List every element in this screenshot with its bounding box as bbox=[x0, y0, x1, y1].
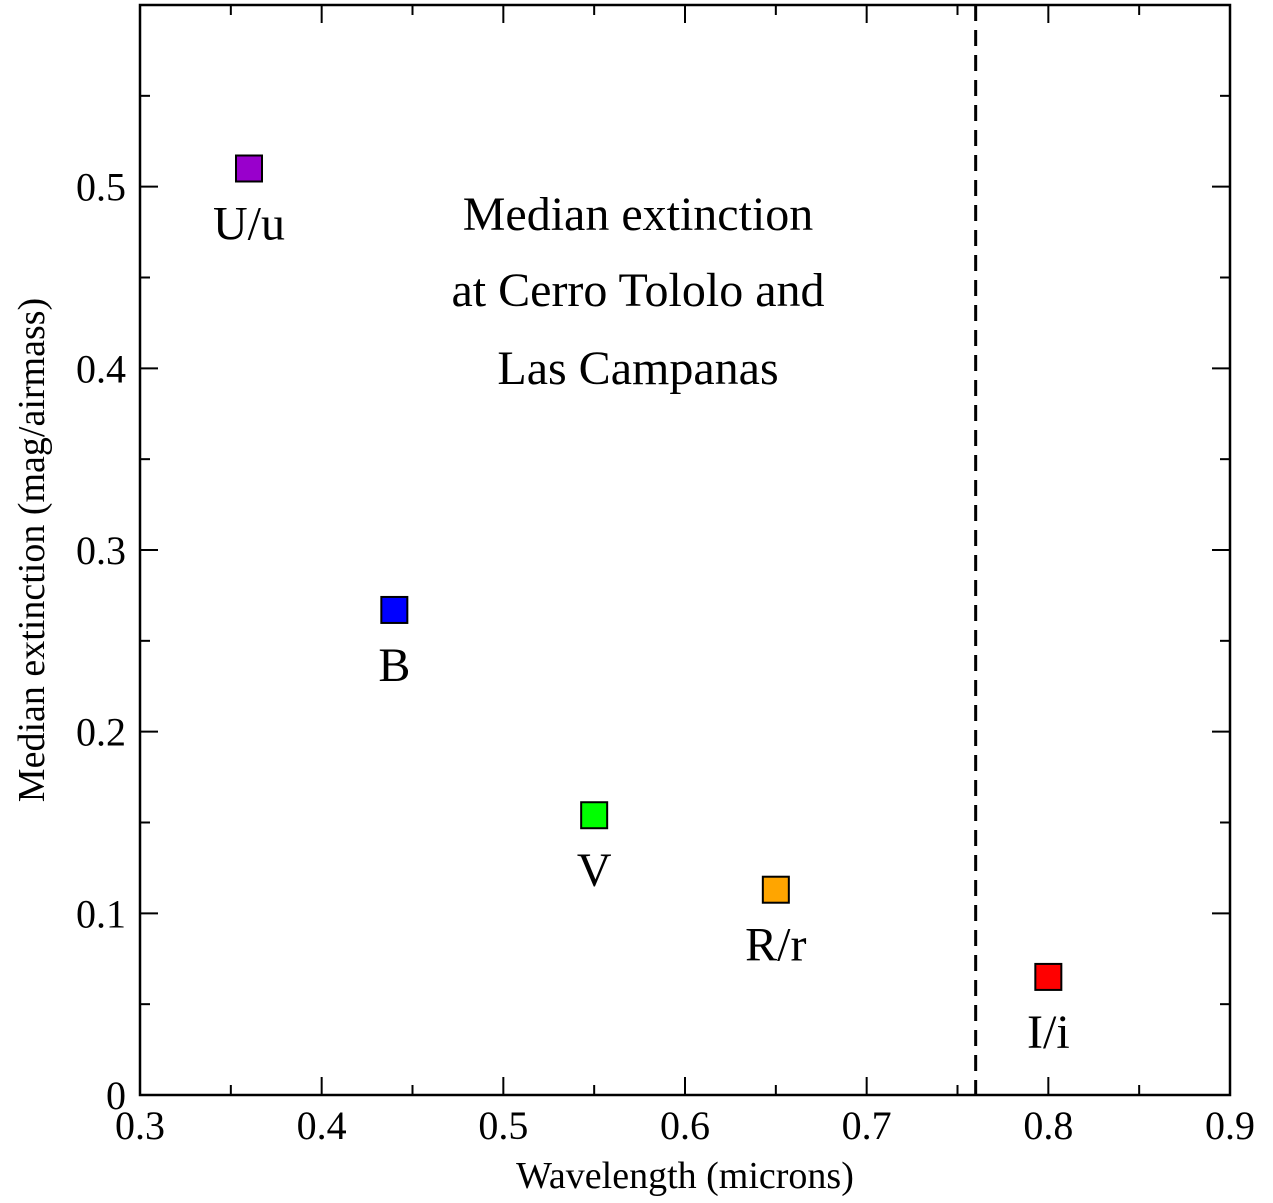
y-tick-label: 0 bbox=[106, 1073, 126, 1118]
tick-labels: 0.3 0.4 0.5 0.6 0.7 0.8 0.9 0 0.1 0.2 0.3 0.4 0.5 bbox=[76, 165, 1255, 1148]
x-tick-label: 0.4 bbox=[297, 1103, 347, 1148]
data-point-label: B bbox=[378, 639, 410, 692]
data-point-marker bbox=[380, 595, 409, 624]
y-tick-label: 0.5 bbox=[76, 165, 126, 210]
data-point-label: R/r bbox=[745, 919, 806, 972]
data-point-marker bbox=[1034, 962, 1063, 991]
data-point-marker bbox=[580, 801, 609, 830]
x-tick-label: 0.6 bbox=[660, 1103, 710, 1148]
x-tick-label: 0.3 bbox=[115, 1103, 165, 1148]
x-tick-label: 0.5 bbox=[478, 1103, 528, 1148]
x-tick-label: 0.9 bbox=[1205, 1103, 1255, 1148]
annotation-line-3: Las Campanas bbox=[497, 342, 778, 395]
y-tick-label: 0.4 bbox=[76, 346, 126, 391]
plot-frame bbox=[138, 3, 1232, 1097]
y-tick-label: 0.2 bbox=[76, 710, 126, 755]
data-point-label: V bbox=[577, 844, 612, 897]
data-point-marker bbox=[761, 875, 790, 904]
data-point-label: I/i bbox=[1027, 1006, 1070, 1059]
major-ticks bbox=[139, 5, 1231, 1096]
y-axis-title: Median extinction (mag/airmass) bbox=[11, 298, 53, 802]
data-points bbox=[235, 154, 1063, 991]
x-axis-title: Wavelength (microns) bbox=[516, 1155, 854, 1197]
point-labels: U/u B V R/r I/i bbox=[213, 198, 1070, 1059]
x-tick-label: 0.8 bbox=[1023, 1103, 1073, 1148]
annotation-line-2: at Cerro Tololo and bbox=[451, 264, 824, 317]
data-point-label: U/u bbox=[213, 198, 285, 251]
data-point-marker bbox=[235, 154, 263, 183]
y-tick-label: 0.3 bbox=[76, 528, 126, 573]
minor-ticks bbox=[140, 5, 1230, 1095]
x-tick-label: 0.7 bbox=[842, 1103, 892, 1148]
annotation-line-1: Median extinction bbox=[463, 188, 814, 241]
y-tick-label: 0.1 bbox=[76, 891, 126, 936]
